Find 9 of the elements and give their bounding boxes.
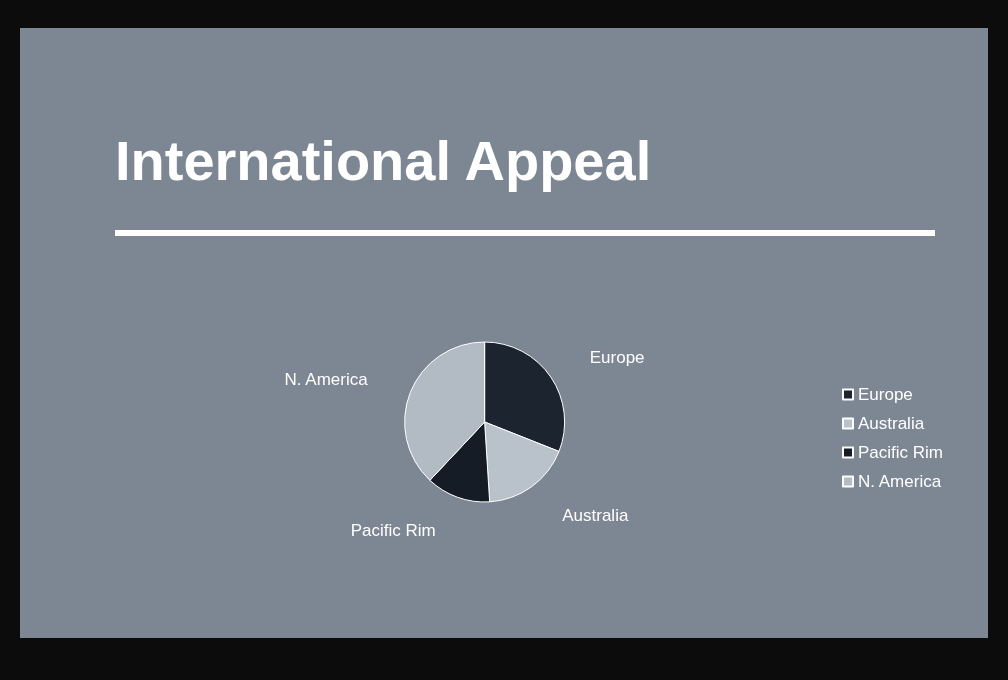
slice-label: Pacific Rim (350, 520, 436, 540)
slice-label: N. America (284, 370, 369, 390)
legend-label: N. America (857, 472, 942, 491)
chart-title: International Appeal (115, 128, 652, 193)
slice-label: Australia (562, 505, 629, 525)
legend-label: Pacific Rim (857, 443, 944, 462)
legend-label: Europe (857, 385, 913, 404)
legend-label: Australia (857, 414, 925, 433)
slice-label: Europe (589, 347, 645, 367)
